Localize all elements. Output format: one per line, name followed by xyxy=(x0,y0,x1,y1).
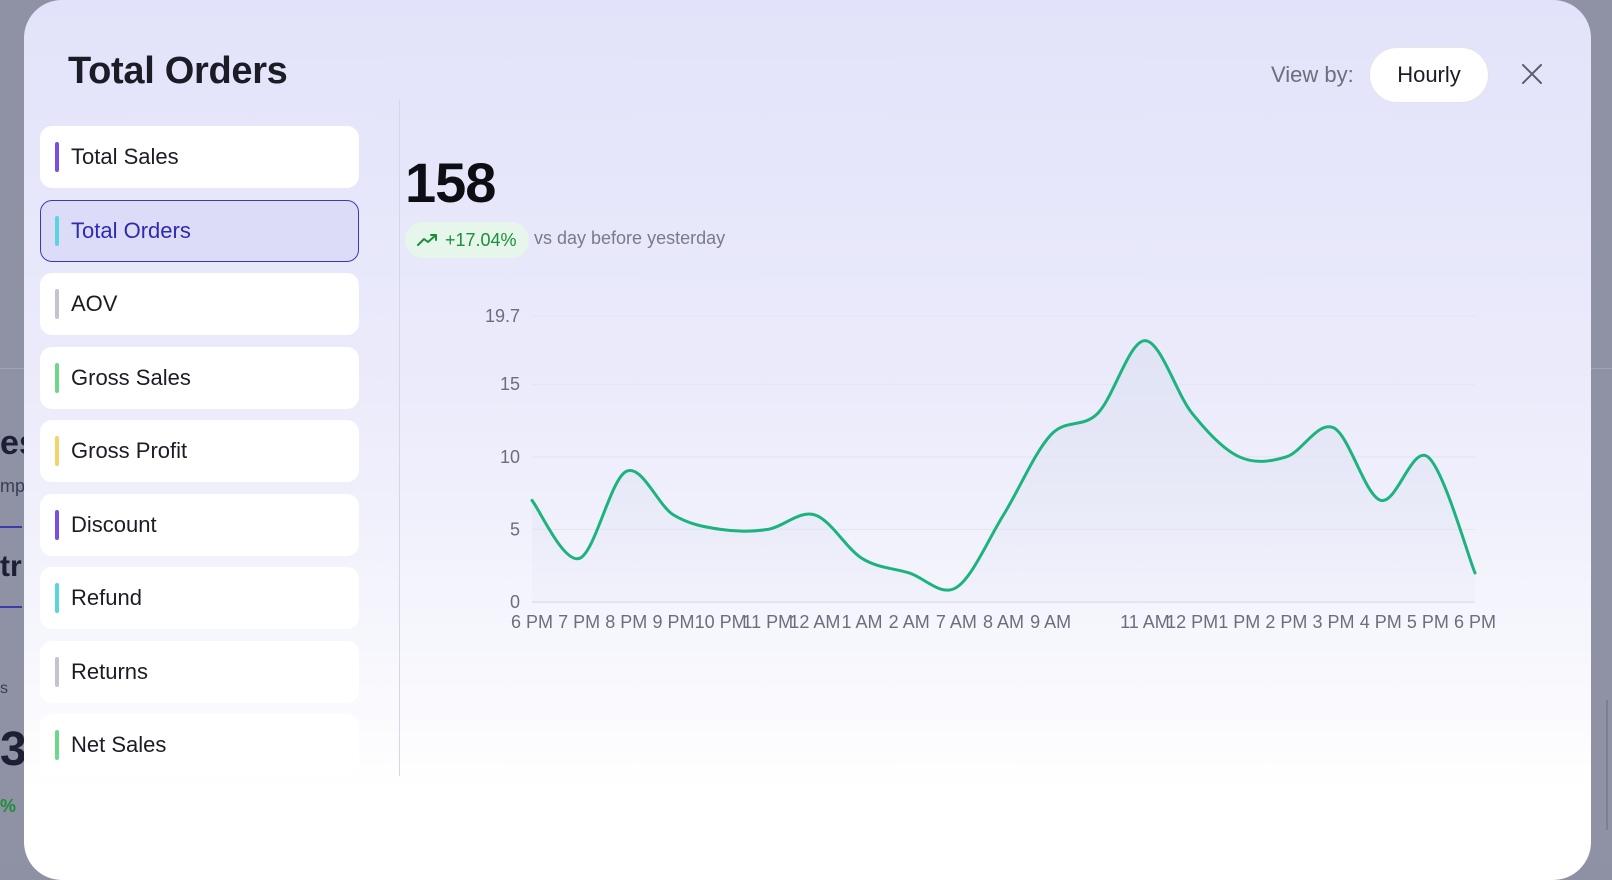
sidebar-item-total-sales[interactable]: Total Sales xyxy=(40,126,359,188)
metric-color-bar xyxy=(55,730,59,760)
metric-sidebar: Total Sales Total Orders AOV Gross Sales Gro… xyxy=(40,100,400,776)
metric-color-bar xyxy=(55,362,59,393)
metric-value: 158 xyxy=(405,151,496,214)
background-underline xyxy=(0,526,22,528)
close-button[interactable] xyxy=(1513,55,1551,93)
modal-title: Total Orders xyxy=(68,50,288,92)
x-tick-label: 1 AM xyxy=(842,612,883,632)
x-tick-label: 3 PM xyxy=(1313,612,1355,632)
sidebar-item-label: Total Sales xyxy=(71,144,179,169)
sidebar-item-label: Returns xyxy=(71,658,149,684)
total-orders-modal: Total Orders View by: Hourly Total Sales… xyxy=(24,0,1591,880)
x-tick-label: 8 PM xyxy=(605,612,647,632)
series-line xyxy=(530,339,1477,592)
x-tick-label: 9 PM xyxy=(652,612,694,632)
sidebar-item-aov[interactable]: AOV xyxy=(40,273,359,335)
view-by-label: View by: xyxy=(1271,62,1354,87)
x-tick-label: 7 PM xyxy=(558,612,600,632)
x-tick-label: 4 PM xyxy=(1360,612,1402,632)
x-tick-label: 6 PM xyxy=(511,612,553,632)
y-tick-label: 10 xyxy=(500,447,520,467)
sidebar-item-gross-sales[interactable]: Gross Sales xyxy=(40,346,359,409)
background-text-fragment: % xyxy=(0,796,17,816)
sidebar-item-discount[interactable]: Discount xyxy=(40,493,359,556)
background-text-fragment: 3 xyxy=(0,723,27,776)
x-tick-label: 11 AM xyxy=(1120,612,1170,632)
sidebar-item-label: Discount xyxy=(71,511,157,537)
x-tick-label: 2 AM xyxy=(889,612,930,632)
metric-color-bar xyxy=(55,142,59,172)
metric-color-bar xyxy=(55,215,59,246)
metric-color-bar xyxy=(55,436,59,466)
background-scrollbar xyxy=(1606,700,1608,830)
x-tick-label: 11 PM xyxy=(742,612,793,632)
close-icon xyxy=(1522,64,1542,84)
metric-color-bar xyxy=(55,289,59,319)
metric-color-bar xyxy=(55,509,59,540)
x-tick-label: 1 PM xyxy=(1218,612,1260,632)
x-tick-label: 9 AM xyxy=(1030,612,1071,632)
x-tick-label: 7 AM xyxy=(936,612,977,632)
view-by-dropdown[interactable]: Hourly xyxy=(1369,47,1489,103)
background-underline xyxy=(0,606,22,608)
sidebar-item-net-sales[interactable]: Net Sales xyxy=(40,714,359,776)
sidebar-item-refund[interactable]: Refund xyxy=(40,567,359,629)
x-tick-label: 2 PM xyxy=(1265,612,1307,632)
y-tick-label: 15 xyxy=(500,374,520,394)
metric-color-bar xyxy=(55,656,59,687)
y-tick-label: 19.7 xyxy=(485,306,520,326)
x-tick-label: 12 AM xyxy=(789,612,840,632)
sidebar-item-label: Refund xyxy=(71,585,142,610)
sidebar-item-gross-profit[interactable]: Gross Profit xyxy=(40,420,359,482)
sidebar-item-returns[interactable]: Returns xyxy=(40,640,359,703)
sidebar-item-label: Gross Profit xyxy=(71,438,188,463)
delta-value: +17.04% xyxy=(445,229,517,250)
background-text-fragment: tr xyxy=(0,550,22,583)
sidebar-item-label: Net Sales xyxy=(71,732,167,757)
x-tick-label: 5 PM xyxy=(1407,612,1449,632)
x-tick-label: 6 PM xyxy=(1454,612,1496,632)
background-text-fragment: mp xyxy=(0,476,26,496)
y-tick-label: 0 xyxy=(510,592,520,612)
metric-color-bar xyxy=(55,583,59,613)
comparison-text: vs day before yesterday xyxy=(534,228,726,248)
delta-badge: +17.04% xyxy=(405,222,529,258)
sidebar-item-label: Total Orders xyxy=(71,217,191,243)
trend-up-icon xyxy=(417,234,437,246)
x-tick-label: 12 PM xyxy=(1166,612,1218,632)
y-tick-label: 5 xyxy=(510,519,520,539)
x-tick-label: 10 PM xyxy=(695,612,747,632)
x-tick-label: 8 AM xyxy=(983,612,1024,632)
sidebar-item-total-orders[interactable]: Total Orders xyxy=(40,199,359,262)
background-text-fragment: s xyxy=(0,680,8,697)
sidebar-item-label: AOV xyxy=(71,291,118,316)
series-area xyxy=(532,340,1475,602)
sidebar-item-label: Gross Sales xyxy=(71,364,191,390)
